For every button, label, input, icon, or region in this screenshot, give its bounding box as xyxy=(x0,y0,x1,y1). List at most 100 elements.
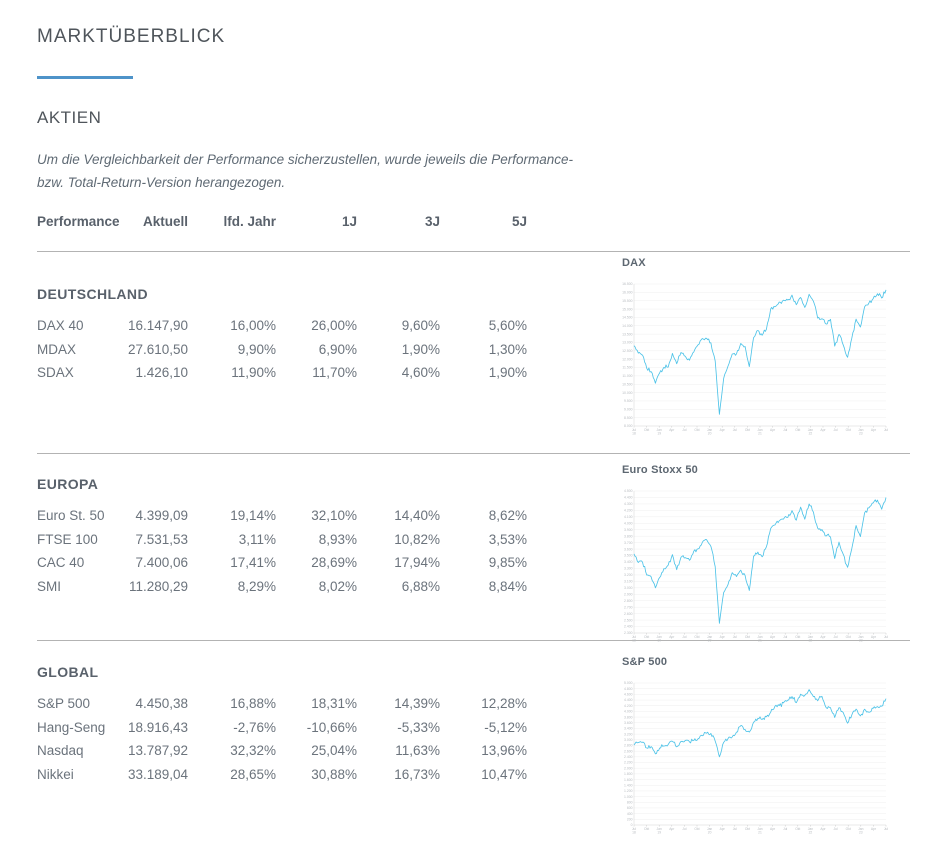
y-tick-label: 2.300 xyxy=(624,631,633,635)
x-tick-label: Jan 20 xyxy=(707,428,712,436)
row-value: 1,90% xyxy=(488,365,527,380)
y-tick-label: 3.700 xyxy=(624,541,633,545)
x-tick-label: Okt xyxy=(644,428,649,432)
row-label: FTSE 100 xyxy=(37,531,98,547)
row-value: 16,73% xyxy=(394,766,440,782)
x-tick-label: Jan 19 xyxy=(657,635,662,643)
y-tick-label: 3.600 xyxy=(624,721,633,725)
y-tick-label: 1.000 xyxy=(624,795,633,799)
chart-title: DAX xyxy=(622,257,646,269)
x-tick-label: Jan 22 xyxy=(808,635,813,643)
x-tick-label: Apr xyxy=(669,635,675,639)
y-tick-label: 2.500 xyxy=(624,618,633,622)
y-tick-label: 3.200 xyxy=(624,573,633,577)
page-title: MARKTÜBERBLICK xyxy=(37,26,226,47)
row-value: 6,88% xyxy=(401,578,440,594)
x-tick-label: Okt xyxy=(795,827,800,831)
x-tick-label: Jul xyxy=(783,428,787,432)
y-tick-label: 0 xyxy=(631,823,633,827)
row-value: 3,53% xyxy=(488,531,527,547)
x-tick-label: Okt xyxy=(846,635,851,639)
y-tick-label: 4.400 xyxy=(624,496,633,500)
x-tick-label: Apr xyxy=(720,635,726,639)
row-value: 33.189,04 xyxy=(127,766,188,782)
row-value: 32,32% xyxy=(230,743,276,758)
row-value: 8,84% xyxy=(488,578,527,594)
row-label: SDAX xyxy=(37,365,74,380)
x-tick-label: Okt xyxy=(745,635,750,639)
sparkline xyxy=(633,289,887,415)
y-tick-label: 3.400 xyxy=(624,560,633,564)
y-tick-label: 14.500 xyxy=(622,316,632,320)
chart-sp500: S&P 500 0 200 400 600 800 1.000 1.200 1.400 1.60… xyxy=(618,656,892,839)
row-value: 16,88% xyxy=(230,696,276,711)
row-value: 16.147,90 xyxy=(127,318,188,333)
x-tick-label: Apr xyxy=(720,827,726,831)
x-tick-label: Jan 20 xyxy=(707,635,712,643)
y-tick-label: 4.500 xyxy=(624,489,633,493)
x-tick-label: Jul xyxy=(783,827,787,831)
x-tick-label: Jul 18 xyxy=(632,827,636,835)
x-tick-label: Apr xyxy=(669,428,675,432)
group-header: DEUTSCHLAND xyxy=(37,286,148,302)
x-tick-label: Jul xyxy=(783,635,787,639)
y-tick-label: 2.800 xyxy=(624,744,633,748)
disclaimer-line-2: bzw. Total-Return-Version herangezogen. xyxy=(37,175,286,190)
x-tick-label: Jan 23 xyxy=(858,827,863,835)
row-value: 11,70% xyxy=(312,365,357,380)
row-label: Nasdaq xyxy=(37,743,84,758)
y-tick-label: 1.800 xyxy=(624,772,633,776)
y-tick-label: 13.500 xyxy=(622,332,632,336)
y-tick-label: 3.900 xyxy=(624,528,633,532)
y-tick-label: 4.000 xyxy=(624,710,633,714)
row-label: Nikkei xyxy=(37,766,74,782)
section-divider xyxy=(37,640,910,641)
row-value: 12,28% xyxy=(481,696,527,711)
y-tick-label: 2.200 xyxy=(624,761,633,765)
row-value: 14,40% xyxy=(394,508,440,523)
y-tick-label: 4.000 xyxy=(624,521,633,525)
y-tick-label: 200 xyxy=(627,818,633,822)
section-divider xyxy=(37,251,910,252)
row-value: 28,69% xyxy=(311,555,357,570)
row-value: 13.787,92 xyxy=(127,743,188,758)
sparkline xyxy=(633,497,887,624)
y-tick-label: 12.000 xyxy=(622,357,632,361)
table-group-deutschland: DEUTSCHLAND DAX 40 16.147,90 16,00% 26,00% 9… xyxy=(37,286,527,385)
y-tick-label: 4.200 xyxy=(624,704,633,708)
y-tick-label: 1.200 xyxy=(624,789,633,793)
y-tick-label: 4.400 xyxy=(624,698,633,702)
y-tick-label: 12.500 xyxy=(622,349,632,353)
x-tick-label: Jul xyxy=(682,827,686,831)
chart-title: S&P 500 xyxy=(622,656,668,668)
table-row: Nasdaq 13.787,92 32,32% 25,04% 11,63% 13,96% xyxy=(37,739,527,763)
x-tick-label: Jul xyxy=(733,428,737,432)
row-value: 17,41% xyxy=(230,555,276,570)
y-tick-label: 3.500 xyxy=(624,554,633,558)
x-tick-label: Apr xyxy=(871,635,877,639)
y-tick-label: 4.200 xyxy=(624,509,633,513)
x-tick-label: Apr xyxy=(820,635,826,639)
y-tick-label: 3.800 xyxy=(624,534,633,538)
x-tick-label: Jan 22 xyxy=(808,428,813,436)
x-tick-label: Jul xyxy=(833,635,837,639)
y-tick-label: 13.000 xyxy=(622,341,632,345)
x-tick-label: Apr xyxy=(820,827,826,831)
table-row: SDAX 1.426,10 11,90% 11,70% 4,60% 1,90% xyxy=(37,361,527,385)
table-group-europa: EUROPA Euro St. 50 4.399,09 19,14% 32,10% 14… xyxy=(37,476,527,598)
y-tick-label: 2.600 xyxy=(624,749,633,753)
y-tick-label: 2.000 xyxy=(624,766,633,770)
y-tick-label: 600 xyxy=(627,806,633,810)
x-tick-label: Okt xyxy=(745,827,750,831)
y-tick-label: 2.900 xyxy=(624,592,633,596)
column-header-5j: 5J xyxy=(511,214,527,229)
row-value: 4,60% xyxy=(401,365,440,380)
section-title-aktien: AKTIEN xyxy=(37,108,102,127)
row-label: MDAX xyxy=(37,341,77,357)
row-value: 7.531,53 xyxy=(135,531,188,547)
x-tick-label: Jan 19 xyxy=(657,428,662,436)
row-label: CAC 40 xyxy=(37,555,85,570)
x-tick-label: Okt xyxy=(846,428,851,432)
x-tick-label: Jul xyxy=(833,428,837,432)
